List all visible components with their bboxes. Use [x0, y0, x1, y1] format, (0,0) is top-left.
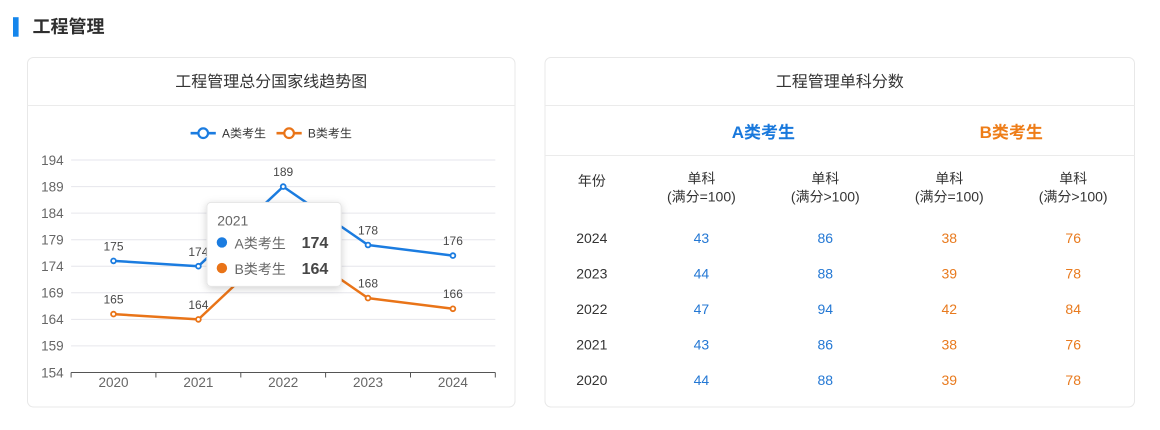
- svg-text:154: 154: [41, 365, 64, 380]
- svg-text:174: 174: [188, 245, 208, 259]
- svg-text:86: 86: [818, 337, 834, 353]
- svg-text:2021: 2021: [576, 337, 607, 353]
- svg-text:A: A: [222, 127, 230, 141]
- svg-text:76: 76: [1065, 337, 1081, 353]
- svg-text:84: 84: [1065, 301, 1081, 317]
- svg-text:(: (: [791, 189, 796, 205]
- svg-text:A: A: [732, 123, 744, 142]
- svg-text:76: 76: [1065, 230, 1081, 246]
- svg-text:169: 169: [41, 286, 64, 301]
- svg-text:39: 39: [942, 266, 958, 282]
- svg-text:166: 166: [443, 287, 463, 301]
- svg-text:78: 78: [1065, 372, 1081, 388]
- svg-text:>100): >100): [1071, 189, 1107, 205]
- svg-text:165: 165: [103, 293, 123, 307]
- svg-text:=100): =100): [700, 189, 736, 205]
- svg-text:2022: 2022: [268, 375, 298, 390]
- svg-text:2020: 2020: [98, 375, 128, 390]
- svg-text:38: 38: [942, 337, 958, 353]
- svg-text:189: 189: [41, 179, 64, 194]
- svg-text:184: 184: [41, 206, 64, 221]
- svg-text:88: 88: [818, 372, 834, 388]
- svg-text:(: (: [1039, 189, 1044, 205]
- svg-text:2020: 2020: [576, 372, 607, 388]
- svg-text:2024: 2024: [438, 375, 469, 390]
- svg-text:178: 178: [358, 224, 378, 238]
- svg-text:42: 42: [942, 301, 958, 317]
- svg-text:44: 44: [694, 372, 710, 388]
- svg-text:174: 174: [302, 235, 329, 252]
- svg-text:43: 43: [694, 337, 710, 353]
- svg-text:164: 164: [302, 261, 329, 278]
- svg-text:(: (: [915, 189, 920, 205]
- svg-text:164: 164: [41, 312, 64, 327]
- svg-text:2021: 2021: [183, 375, 213, 390]
- svg-text:43: 43: [694, 230, 710, 246]
- svg-text:B: B: [235, 261, 244, 277]
- svg-text:159: 159: [41, 339, 64, 354]
- svg-text:168: 168: [358, 277, 378, 291]
- svg-text:94: 94: [818, 301, 834, 317]
- svg-text:78: 78: [1065, 266, 1081, 282]
- svg-text:179: 179: [41, 233, 64, 248]
- svg-text:2022: 2022: [576, 301, 607, 317]
- svg-text:(: (: [667, 189, 672, 205]
- svg-text:176: 176: [443, 234, 463, 248]
- svg-text:194: 194: [41, 153, 64, 168]
- svg-text:2023: 2023: [576, 266, 607, 282]
- svg-text:2023: 2023: [353, 375, 383, 390]
- svg-text:=100): =100): [948, 189, 984, 205]
- svg-text:B: B: [980, 123, 992, 142]
- svg-text:38: 38: [942, 230, 958, 246]
- svg-text:86: 86: [818, 230, 834, 246]
- svg-text:2024: 2024: [576, 230, 607, 246]
- svg-text:>100): >100): [824, 189, 860, 205]
- svg-text:175: 175: [103, 239, 123, 253]
- svg-text:47: 47: [694, 301, 710, 317]
- svg-text:A: A: [235, 235, 245, 251]
- svg-text:44: 44: [694, 266, 710, 282]
- svg-text:88: 88: [818, 266, 834, 282]
- svg-text:B: B: [308, 127, 316, 141]
- svg-text:2021: 2021: [217, 213, 248, 229]
- svg-text:189: 189: [273, 165, 293, 179]
- svg-text:39: 39: [942, 372, 958, 388]
- svg-text:164: 164: [188, 298, 208, 312]
- svg-text:174: 174: [41, 259, 64, 274]
